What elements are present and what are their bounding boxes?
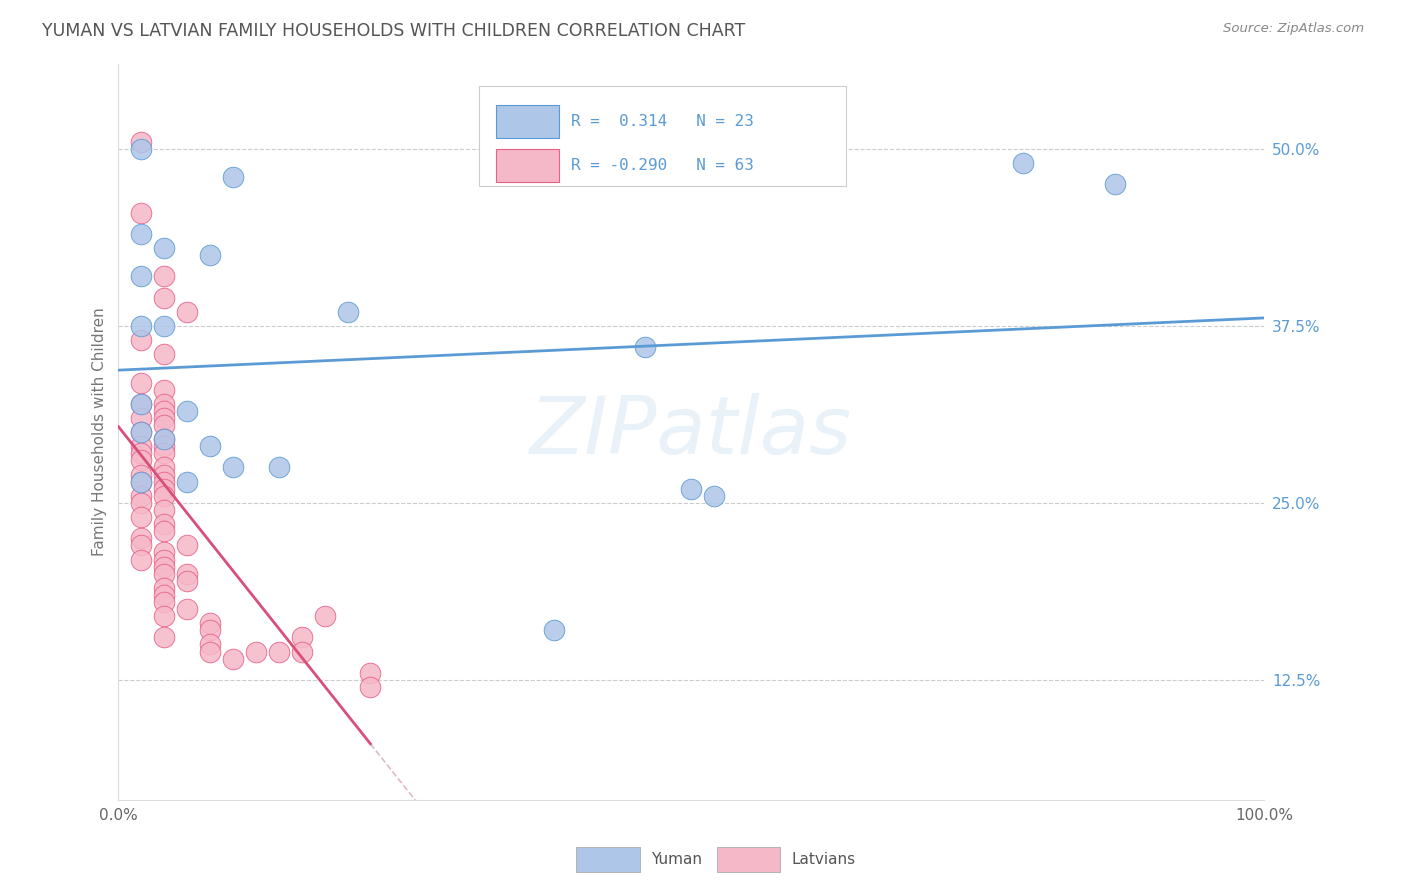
Point: [198, 637, 221, 651]
Point: [1012, 156, 1035, 170]
Point: [359, 680, 381, 694]
Point: [222, 170, 245, 185]
Point: [131, 425, 153, 439]
Point: [131, 510, 153, 524]
Point: [198, 439, 221, 453]
Point: [176, 404, 198, 418]
Text: Yuman: Yuman: [651, 853, 702, 867]
Point: [131, 318, 153, 333]
Text: Source: ZipAtlas.com: Source: ZipAtlas.com: [1223, 22, 1364, 36]
Point: [153, 397, 176, 411]
Point: [131, 475, 153, 489]
Point: [153, 291, 176, 305]
Point: [198, 616, 221, 631]
Point: [153, 631, 176, 645]
Point: [153, 318, 176, 333]
Text: R =  0.314   N = 23: R = 0.314 N = 23: [571, 113, 754, 128]
Point: [131, 376, 153, 390]
Point: [267, 460, 290, 475]
Point: [131, 552, 153, 566]
Point: [314, 609, 336, 624]
Point: [176, 574, 198, 588]
Point: [131, 411, 153, 425]
Point: [176, 475, 198, 489]
Point: [176, 602, 198, 616]
Point: [131, 453, 153, 467]
Point: [291, 644, 314, 658]
Point: [153, 581, 176, 595]
Point: [153, 417, 176, 432]
Point: [176, 305, 198, 319]
Point: [153, 566, 176, 581]
Point: [222, 651, 245, 665]
Point: [153, 460, 176, 475]
Point: [131, 425, 153, 439]
Y-axis label: Family Households with Children: Family Households with Children: [93, 308, 107, 557]
Point: [131, 531, 153, 545]
Point: [198, 624, 221, 638]
Point: [153, 383, 176, 397]
Point: [681, 482, 703, 496]
Point: [176, 538, 198, 552]
Point: [131, 142, 153, 156]
Point: [131, 205, 153, 219]
Point: [222, 460, 245, 475]
Point: [703, 489, 725, 503]
Point: [336, 305, 359, 319]
Point: [131, 496, 153, 510]
Point: [153, 489, 176, 503]
Text: YUMAN VS LATVIAN FAMILY HOUSEHOLDS WITH CHILDREN CORRELATION CHART: YUMAN VS LATVIAN FAMILY HOUSEHOLDS WITH …: [42, 22, 745, 40]
Point: [131, 135, 153, 149]
Point: [543, 624, 565, 638]
Point: [153, 545, 176, 559]
FancyBboxPatch shape: [496, 104, 560, 137]
Point: [153, 559, 176, 574]
Text: ZIPatlas: ZIPatlas: [530, 393, 852, 471]
Point: [359, 665, 381, 680]
Point: [291, 631, 314, 645]
Point: [131, 439, 153, 453]
Point: [153, 524, 176, 539]
Point: [131, 538, 153, 552]
Point: [153, 552, 176, 566]
Point: [153, 446, 176, 460]
Point: [153, 517, 176, 532]
Point: [153, 595, 176, 609]
Point: [267, 644, 290, 658]
Point: [153, 269, 176, 284]
Point: [153, 432, 176, 446]
Point: [1104, 178, 1126, 192]
Point: [153, 432, 176, 446]
Point: [153, 241, 176, 255]
Point: [131, 333, 153, 347]
FancyBboxPatch shape: [496, 149, 560, 182]
Point: [131, 467, 153, 482]
Point: [153, 609, 176, 624]
Point: [131, 227, 153, 241]
Point: [245, 644, 267, 658]
Point: [153, 482, 176, 496]
Point: [153, 347, 176, 361]
Text: R = -0.290   N = 63: R = -0.290 N = 63: [571, 158, 754, 173]
Point: [131, 446, 153, 460]
Point: [131, 489, 153, 503]
Point: [131, 397, 153, 411]
Point: [198, 248, 221, 262]
Point: [153, 475, 176, 489]
Point: [634, 340, 657, 354]
Point: [153, 439, 176, 453]
FancyBboxPatch shape: [479, 87, 846, 186]
Point: [153, 411, 176, 425]
Point: [153, 404, 176, 418]
Point: [153, 588, 176, 602]
Point: [198, 644, 221, 658]
Point: [153, 503, 176, 517]
Point: [176, 566, 198, 581]
Point: [131, 397, 153, 411]
Point: [131, 269, 153, 284]
Point: [131, 475, 153, 489]
Point: [153, 467, 176, 482]
Text: Latvians: Latvians: [792, 853, 856, 867]
